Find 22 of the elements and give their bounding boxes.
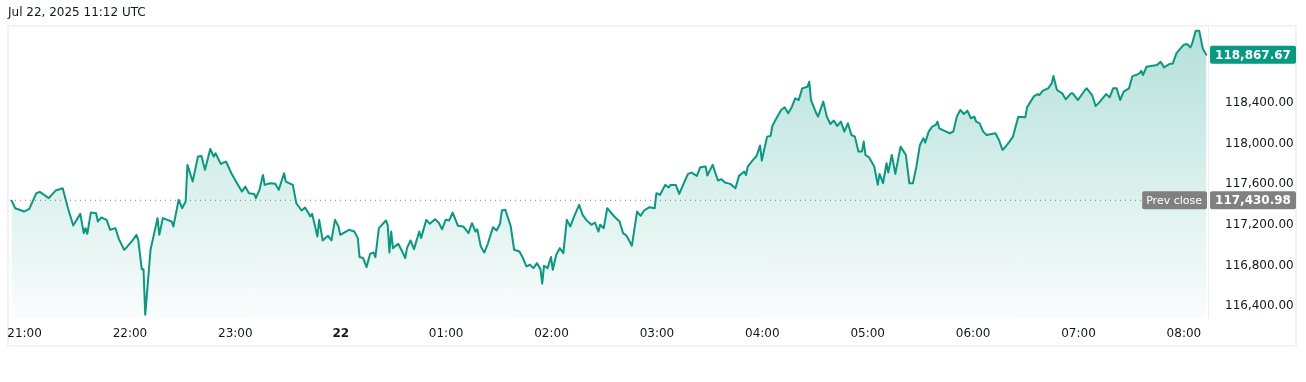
- ref-line-label: Prev close: [1146, 194, 1203, 208]
- y-tick-label: 117,200.00: [1225, 217, 1294, 232]
- x-tick-label: 07:00: [1061, 325, 1096, 340]
- y-tick-label: 116,400.00: [1225, 298, 1294, 313]
- y-tick-label: 118,000.00: [1225, 135, 1294, 150]
- chart-title: Jul 22, 2025 11:12 UTC: [7, 5, 146, 19]
- x-tick-label: 02:00: [534, 325, 569, 340]
- y-tick-label: 116,800.00: [1225, 257, 1294, 272]
- annotation: 117,430.98: [1215, 193, 1291, 208]
- x-tick-label: 05:00: [850, 325, 886, 340]
- x-tick-label: 21:00: [7, 325, 42, 340]
- x-tick-label: 03:00: [639, 325, 675, 340]
- x-tick-label: 04:00: [745, 325, 780, 340]
- x-tick-label: 22:00: [112, 325, 148, 340]
- y-tick-label: 118,400.00: [1225, 95, 1294, 110]
- x-tick-label: 01:00: [428, 325, 464, 340]
- x-tick-label: 06:00: [955, 325, 991, 340]
- x-tick-label: 22: [332, 325, 350, 340]
- x-tick-label: 08:00: [1166, 325, 1202, 340]
- y-tick-label: 117,600.00: [1225, 176, 1294, 191]
- x-tick-label: 23:00: [218, 325, 253, 340]
- annotation: 118,867.67: [1215, 47, 1291, 62]
